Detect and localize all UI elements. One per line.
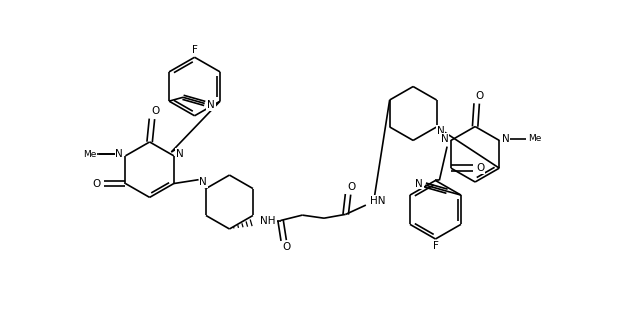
Text: O: O — [151, 106, 159, 116]
Text: O: O — [92, 178, 100, 188]
Text: N: N — [415, 178, 423, 188]
Text: F: F — [433, 241, 438, 251]
Text: N: N — [207, 100, 215, 110]
Text: O: O — [282, 243, 291, 252]
Text: Me: Me — [83, 150, 96, 159]
Text: F: F — [192, 45, 197, 55]
Text: N: N — [441, 134, 449, 144]
Text: O: O — [476, 163, 484, 173]
Text: N: N — [176, 149, 184, 159]
Text: O: O — [347, 182, 355, 193]
Text: O: O — [475, 91, 484, 101]
Text: N: N — [502, 134, 509, 144]
Text: N: N — [436, 126, 444, 136]
Text: N: N — [199, 177, 207, 187]
Text: NH: NH — [261, 215, 276, 225]
Text: N: N — [116, 149, 123, 159]
Text: Me: Me — [528, 134, 542, 143]
Text: HN: HN — [370, 196, 385, 206]
